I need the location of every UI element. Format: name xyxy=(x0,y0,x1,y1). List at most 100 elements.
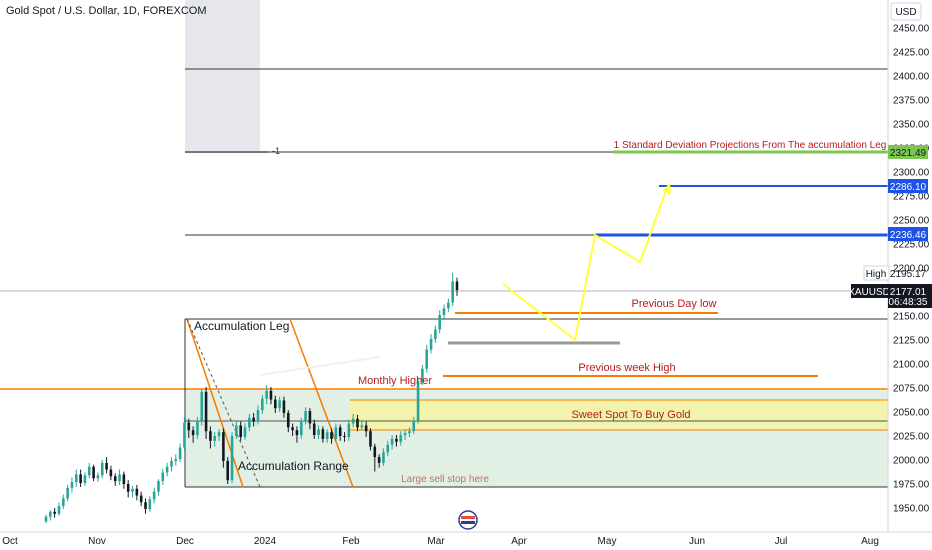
candle-body xyxy=(273,399,277,409)
candle-body xyxy=(213,436,217,441)
price-box xyxy=(888,284,932,308)
candle-body xyxy=(144,502,147,509)
accum-parallel-2 xyxy=(289,318,354,488)
candle-body xyxy=(295,430,299,436)
accum-parallel-1 xyxy=(186,318,244,488)
x-tick-label: May xyxy=(598,536,617,547)
prev-day-low-label: Previous Day low xyxy=(632,298,717,310)
candle-body xyxy=(165,466,169,473)
candle-body xyxy=(308,411,312,424)
candle-body xyxy=(70,482,74,488)
x-ticks-group[interactable]: Oct Nov Dec 2024 Feb Mar Apr May Jun Jul Aug xyxy=(2,536,879,547)
candle-body xyxy=(226,460,230,481)
candle-body xyxy=(291,427,294,431)
candle-body xyxy=(321,429,325,439)
y-tick-label: 2000.00 xyxy=(893,456,930,467)
bar-countdown: 06:48:35 xyxy=(889,297,928,308)
candle-body xyxy=(79,474,82,484)
high-label: High xyxy=(866,269,887,280)
y-tick-label: 2450.00 xyxy=(893,24,930,35)
candle-body xyxy=(122,474,126,484)
candle-body xyxy=(243,427,247,437)
candle-body xyxy=(438,315,441,330)
candle-body xyxy=(299,420,303,436)
price-axis[interactable] xyxy=(888,0,932,550)
y-tick-label: 1975.00 xyxy=(893,480,930,491)
high-tag xyxy=(863,265,890,281)
candle-body xyxy=(157,481,160,492)
candle-body xyxy=(96,475,100,479)
x-tick-label: Mar xyxy=(427,536,445,547)
candle-body xyxy=(347,423,351,437)
candle-body xyxy=(100,462,104,476)
y-tick-label: 2250.00 xyxy=(893,216,930,227)
candle-body xyxy=(44,516,48,522)
candle-body xyxy=(377,457,381,463)
x-tick-label: Jul xyxy=(775,536,788,547)
candle-body xyxy=(364,425,368,432)
candle-body xyxy=(421,368,424,382)
candle-body xyxy=(161,472,165,482)
candle-body xyxy=(412,420,416,432)
candle-body xyxy=(62,498,65,507)
y-tick-label: 1950.00 xyxy=(893,504,930,515)
sell-stop-label: Large sell stop here xyxy=(401,474,489,485)
candle-body xyxy=(217,432,221,436)
sweet-spot-zone xyxy=(350,400,888,430)
broker-logo xyxy=(458,510,478,530)
y-tick-label: 2350.00 xyxy=(893,120,930,131)
candle-body xyxy=(183,422,186,448)
accum-range-label: Accumulation Range xyxy=(238,459,349,473)
candle-body xyxy=(425,349,429,369)
faint-line xyxy=(259,356,381,376)
y-tick-label: 2200.00 xyxy=(893,264,930,275)
candle-body xyxy=(325,432,329,439)
chart-title: Gold Spot / U.S. Dollar, 1D, FOREXCOM xyxy=(6,5,207,17)
candle-body xyxy=(230,436,234,481)
green-level-box xyxy=(888,145,928,159)
candle-body xyxy=(178,447,182,460)
candle-body xyxy=(312,423,316,436)
y-tick-label: 2300.00 xyxy=(893,168,930,179)
candle-body xyxy=(382,452,385,463)
accum-leg-label: Accumulation Leg xyxy=(194,319,289,333)
candle-body xyxy=(248,417,251,428)
x-tick-label: Oct xyxy=(2,536,18,547)
candle-body xyxy=(196,420,199,436)
candle-body xyxy=(282,400,286,413)
y-tick-label: 2100.00 xyxy=(893,360,930,371)
candle-body xyxy=(209,431,212,441)
candle-body xyxy=(304,411,307,421)
y-tick-label: 2425.00 xyxy=(893,48,930,59)
candle-body xyxy=(152,491,156,500)
candle-body xyxy=(373,446,377,458)
blue-upper-box xyxy=(888,179,928,193)
candle-body xyxy=(369,431,372,447)
candle-body xyxy=(256,410,260,422)
candle-body xyxy=(334,427,338,439)
candle-body xyxy=(239,425,242,437)
sweet-spot-label: Sweet Spot To Buy Gold xyxy=(571,409,690,421)
candle-body xyxy=(278,400,281,409)
candle-body xyxy=(399,435,403,442)
candle-body xyxy=(170,460,173,467)
currency-box[interactable] xyxy=(890,2,922,21)
candle-body xyxy=(408,431,411,434)
candle-body xyxy=(235,425,238,436)
candle-body xyxy=(204,391,208,432)
candle-body xyxy=(403,433,407,436)
candle-body xyxy=(109,469,113,477)
ruler-shade xyxy=(185,0,260,152)
symbol-tag xyxy=(851,284,888,298)
candle-body xyxy=(49,511,52,517)
x-tick-label: 2024 xyxy=(254,536,277,547)
candle-body xyxy=(126,484,130,492)
candle-body xyxy=(338,427,342,436)
candle-body xyxy=(191,430,195,436)
candle-body xyxy=(442,308,446,316)
y-tick-label: 2150.00 xyxy=(893,312,930,323)
candle-body xyxy=(118,474,121,482)
candle-body xyxy=(351,418,355,424)
currency-label: USD xyxy=(895,7,916,18)
